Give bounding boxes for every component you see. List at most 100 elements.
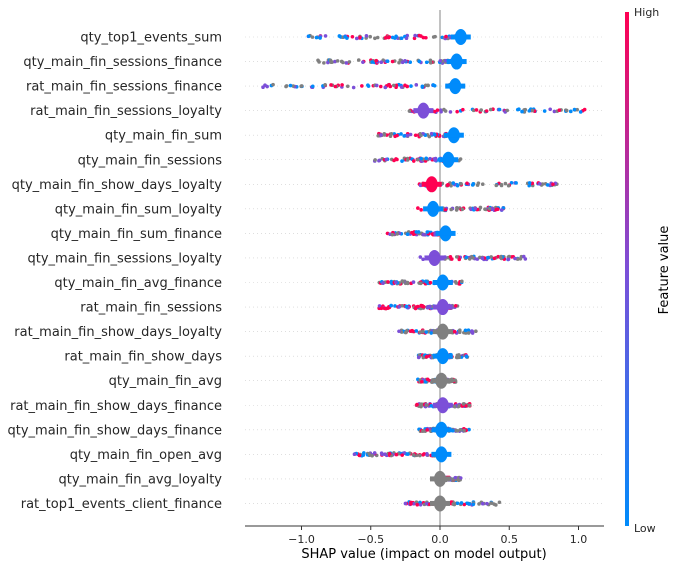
shap-point [306,34,311,38]
shap-point [463,328,468,333]
shap-point [406,452,410,456]
shap-point [474,108,479,112]
feature-swarm [372,151,463,168]
shap-point [424,355,429,359]
shap-point [379,133,383,137]
shap-point [424,35,428,40]
shap-point [271,82,275,87]
shap-point [461,402,466,406]
density-band [431,451,452,457]
shap-point [418,281,423,286]
shap-point [470,329,474,334]
shap-point [492,256,497,261]
shap-point [414,305,418,310]
shap-point [284,84,289,88]
shap-point [408,132,413,137]
shap-point [323,83,327,87]
shap-point [530,181,535,186]
shap-point [540,182,545,186]
shap-point [467,257,472,261]
shap-point [395,232,400,236]
feature-label: qty_main_fin_show_days_finance [7,423,222,438]
feature-label: qty_main_fin_open_avg [70,448,222,463]
shap-point [572,107,577,112]
shap-point [357,453,362,458]
shap-point [314,35,319,40]
colorbar-title: Feature value [657,226,672,315]
shap-point [265,84,269,89]
shap-point [408,60,413,65]
shap-point [499,208,504,212]
shap-point [333,84,338,89]
shap-point [424,156,429,161]
shap-point [409,502,413,506]
shap-point [453,378,458,382]
shap-point [454,255,459,259]
feature-swarm [376,127,464,144]
shap-point [424,330,428,334]
shap-point [471,502,476,507]
shap-point [474,329,478,334]
shap-point [399,85,404,89]
shap-point [421,329,425,334]
shap-point [375,35,380,40]
shap-point [328,58,333,63]
shap-point [480,182,485,187]
shap-point [373,158,377,162]
colorbar-high-label: High [634,6,659,19]
shap-point [329,83,333,87]
shap-point [527,109,532,113]
shap-point [487,206,492,211]
shap-point [405,158,410,162]
feature-swarm [417,421,471,438]
shap-point [477,502,481,506]
shap-point [427,134,432,139]
shap-point [393,134,397,139]
shap-point [518,256,523,261]
shap-point [388,134,393,139]
shap-point [354,36,359,41]
shap-point [419,208,423,212]
shap-point [578,110,583,114]
shap-point [414,83,419,87]
density-band [413,108,434,114]
shap-point [430,232,435,236]
shap-point [381,281,385,285]
shap-point [419,380,424,384]
x-tick-label: −1.0 [288,533,315,546]
shap-point [386,280,390,284]
shap-point [403,501,408,506]
shap-point [455,501,460,506]
shap-point [379,306,384,311]
shap-point [364,34,369,38]
shap-point [425,501,429,506]
shap-point [439,110,443,114]
feature-swarm [377,274,464,291]
x-tick-label: −0.5 [357,533,384,546]
x-tick-label: 0.0 [431,533,449,546]
density-band [446,59,467,65]
shap-point [425,428,429,432]
shap-point [415,502,420,507]
shap-point [527,181,532,185]
shap-point [394,280,398,285]
feature-label: qty_main_fin_sessions_loyalty [28,251,223,266]
shap-point [351,85,356,90]
shap-point [385,59,390,64]
shap-point [377,158,382,163]
shap-point [310,84,315,89]
shap-point [451,181,456,185]
shap-point [399,132,403,136]
shap-point [390,232,395,237]
shap-point [462,502,467,507]
shap-point [374,58,379,63]
shap-point [387,35,392,39]
shap-point [489,501,494,505]
shap-point [350,34,355,39]
shap-point [401,279,405,284]
feature-swarm [397,323,478,340]
shap-point [466,328,471,333]
shap-point [492,502,496,506]
shap-point [374,83,379,88]
shap-point [429,331,434,335]
